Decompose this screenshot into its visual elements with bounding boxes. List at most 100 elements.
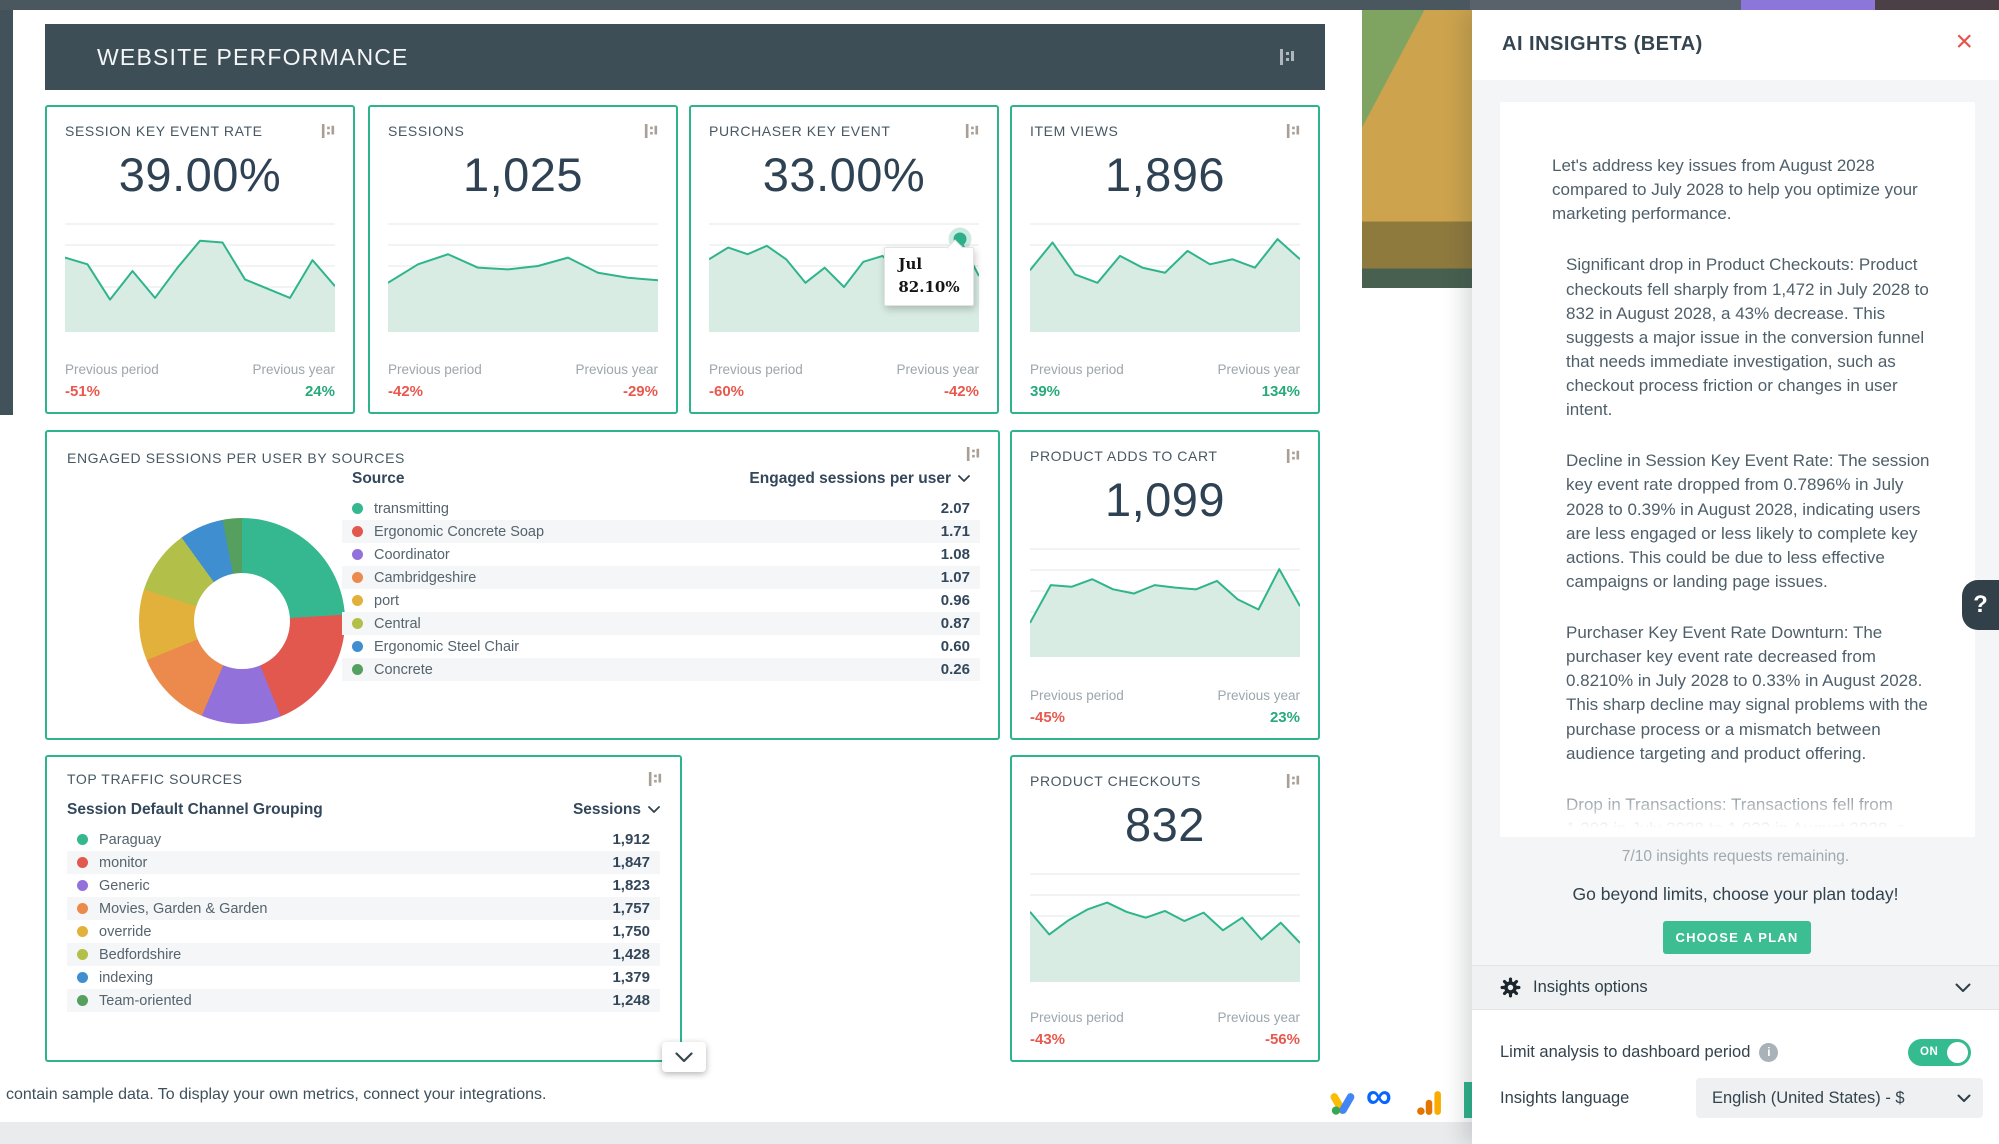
series-color-dot [77, 926, 88, 937]
row-label: Cambridgeshire [374, 569, 477, 586]
row-label: indexing [99, 969, 154, 986]
prev-year-change: -42% [943, 383, 979, 400]
close-icon[interactable]: × [1955, 25, 1973, 58]
panel-body: Let's address key issues from August 202… [1472, 80, 1999, 965]
list-item: Movies, Garden & Garden 1,757 [67, 897, 660, 920]
prev-year-label: Previous year [252, 362, 335, 377]
prev-period-change: -60% [709, 383, 745, 400]
prev-period-label: Previous period [1030, 688, 1124, 703]
sources-legend-table: Source Engaged sessions per user transmi… [342, 470, 980, 681]
google-ads-icon[interactable] [1330, 1090, 1356, 1116]
prev-period-change: -51% [65, 383, 101, 400]
column-header-engaged-sessions[interactable]: Engaged sessions per user [749, 470, 970, 488]
series-color-dot [352, 618, 363, 629]
prev-period-label: Previous period [1030, 1010, 1124, 1025]
list-item: Central 0.87 [342, 612, 980, 635]
widget-drag-handle-icon[interactable] [1279, 48, 1295, 66]
card-title: PRODUCT CHECKOUTS [1030, 773, 1201, 789]
series-color-dot [77, 880, 88, 891]
limit-analysis-toggle[interactable]: ON [1908, 1038, 1971, 1066]
help-button[interactable]: ? [1962, 580, 1999, 630]
prev-year-change: -56% [1264, 1031, 1300, 1048]
series-color-dot [77, 995, 88, 1006]
sample-data-note: contain sample data. To display your own… [6, 1086, 547, 1103]
series-color-dot [352, 641, 363, 652]
row-value: 0.87 [940, 615, 970, 632]
cover-image-fragment [1362, 10, 1472, 288]
row-label: monitor [99, 854, 148, 871]
series-color-dot [352, 572, 363, 583]
insights-language-row: Insights language English (United States… [1472, 1078, 1999, 1118]
widget-drag-handle-icon[interactable] [965, 123, 979, 139]
prev-period-change: -45% [1030, 709, 1066, 726]
language-selected-value: English (United States) - $ [1712, 1088, 1905, 1107]
chevron-down-icon [1957, 1094, 1971, 1102]
series-color-dot [352, 526, 363, 537]
metric-value: 33.00% [762, 148, 926, 201]
prev-year-change: 24% [304, 383, 335, 400]
row-value: 1,757 [612, 900, 650, 917]
meta-icon[interactable]: ∞ [1366, 1075, 1392, 1116]
widget-drag-handle-icon[interactable] [966, 446, 980, 462]
widget-drag-handle-icon[interactable] [644, 123, 658, 139]
card-product-checkouts: PRODUCT CHECKOUTS 832 Previous period -4… [1010, 755, 1320, 1062]
sparkline-chart [1030, 864, 1300, 982]
row-label: Movies, Garden & Garden [99, 900, 268, 917]
list-item: transmitting 2.07 [342, 497, 980, 520]
choose-plan-button[interactable]: CHOOSE A PLAN [1663, 921, 1811, 954]
top-color-bar [0, 0, 1999, 10]
card-sessions: SESSIONS 1,025 Previous period -42% Prev… [368, 105, 678, 414]
widget-drag-handle-icon[interactable] [1286, 448, 1300, 464]
card-title: ENGAGED SESSIONS PER USER BY SOURCES [67, 450, 405, 466]
row-value: 1,823 [612, 877, 650, 894]
card-title: SESSIONS [388, 123, 465, 139]
widget-drag-handle-icon[interactable] [321, 123, 335, 139]
widget-drag-handle-icon[interactable] [1286, 123, 1300, 139]
widget-drag-handle-icon[interactable] [648, 771, 662, 787]
google-analytics-icon[interactable] [1416, 1090, 1442, 1116]
series-color-dot [77, 903, 88, 914]
row-value: 1,847 [612, 854, 650, 871]
prev-period-label: Previous period [1030, 362, 1124, 377]
insight-paragraph: Let's address key issues from August 202… [1552, 156, 1918, 224]
column-header-sessions[interactable]: Sessions [573, 801, 660, 819]
page-title: WEBSITE PERFORMANCE [97, 43, 409, 70]
card-title: PURCHASER KEY EVENT [709, 123, 891, 139]
info-icon[interactable]: i [1759, 1042, 1779, 1062]
prev-year-label: Previous year [896, 362, 979, 377]
card-top-traffic-sources: TOP TRAFFIC SOURCES Session Default Chan… [45, 755, 682, 1062]
widget-drag-handle-icon[interactable] [1286, 773, 1300, 789]
row-value: 1.07 [940, 569, 970, 586]
list-item: Team-oriented 1,248 [67, 989, 660, 1012]
sort-chevron-down-icon [958, 475, 970, 482]
insight-paragraphs: Let's address key issues from August 202… [1500, 102, 1975, 837]
prev-period-change: -42% [388, 383, 424, 400]
sparkline-chart: Jul 82.10% [709, 214, 979, 332]
insights-options-expander[interactable]: Insights options [1472, 965, 1999, 1010]
series-color-dot [77, 834, 88, 845]
series-color-dot [77, 972, 88, 983]
row-value: 2.07 [940, 500, 970, 517]
prev-year-label: Previous year [1217, 688, 1300, 703]
card-title: ITEM VIEWS [1030, 123, 1119, 139]
list-item: port 0.96 [342, 589, 980, 612]
row-label: Concrete [374, 661, 433, 678]
prev-period-label: Previous period [709, 362, 803, 377]
card-engaged-sessions-by-sources: ENGAGED SESSIONS PER USER BY SOURCES Sou… [45, 430, 1000, 740]
series-color-dot [352, 549, 363, 560]
card-session-key-event-rate: SESSION KEY EVENT RATE 39.00% Previous p… [45, 105, 355, 414]
language-select[interactable]: English (United States) - $ [1696, 1078, 1983, 1118]
metric-value: 1,099 [1104, 473, 1226, 526]
scroll-down-button[interactable] [662, 1042, 706, 1072]
panel-header: AI INSIGHTS (BETA) × [1472, 10, 1999, 80]
card-title: TOP TRAFFIC SOURCES [67, 771, 243, 787]
insights-language-label: Insights language [1500, 1088, 1630, 1107]
card-title: PRODUCT ADDS TO CART [1030, 448, 1218, 464]
prev-year-label: Previous year [575, 362, 658, 377]
gear-icon [1500, 977, 1521, 998]
donut-hole [193, 572, 291, 670]
insight-paragraph: Decline in Session Key Event Rate: The s… [1566, 451, 1930, 591]
metric-value: 832 [1125, 798, 1205, 851]
sparkline-chart [65, 214, 335, 332]
prev-year-change: -29% [622, 383, 658, 400]
